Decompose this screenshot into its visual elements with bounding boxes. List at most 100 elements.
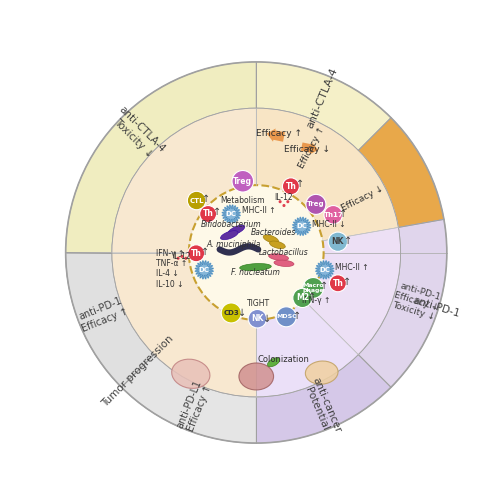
Text: Treg: Treg [307,202,324,207]
Text: Macro
phage: Macro phage [302,282,324,294]
Text: ↑: ↑ [213,208,221,218]
Text: Lactobacillus: Lactobacillus [259,248,309,257]
Text: ↑: ↑ [296,180,304,190]
Text: DC: DC [226,211,236,217]
Text: Efficacy ↑: Efficacy ↑ [256,130,302,138]
Wedge shape [66,252,154,388]
Circle shape [184,256,188,260]
Text: IL-12: IL-12 [274,194,293,202]
Text: Th: Th [202,210,213,218]
Text: MHC-II ↑: MHC-II ↑ [335,262,369,272]
Text: anti-PD-L1
Efficacy ↑: anti-PD-L1 Efficacy ↑ [174,378,214,434]
Text: ↓: ↓ [238,308,246,318]
Wedge shape [256,354,391,443]
Polygon shape [292,218,310,236]
Circle shape [189,185,324,320]
Text: Tumor progression: Tumor progression [100,334,176,409]
Circle shape [330,275,346,292]
Text: anti-PD-1
Efficacy ↓
Toxicity ↓: anti-PD-1 Efficacy ↓ Toxicity ↓ [390,280,443,322]
Text: anti-PD-1
Efficacy ↑: anti-PD-1 Efficacy ↑ [76,296,130,334]
Wedge shape [112,108,256,253]
Circle shape [248,310,266,328]
Text: Th: Th [286,182,296,191]
Circle shape [324,206,342,224]
Wedge shape [122,354,256,443]
Text: ↑: ↑ [339,209,347,219]
Circle shape [293,288,312,308]
Text: anti-cancer
Potential: anti-cancer Potential [300,376,344,438]
Polygon shape [316,261,334,279]
Text: TIGHT: TIGHT [246,299,270,308]
Text: Metabolism: Metabolism [220,196,265,204]
Wedge shape [112,252,256,397]
Circle shape [328,232,347,252]
Text: ↑: ↑ [293,312,301,322]
Ellipse shape [239,363,274,390]
Text: Bifidobacterium: Bifidobacterium [201,220,262,230]
Polygon shape [222,205,240,223]
Text: ↓: ↓ [263,314,271,324]
Wedge shape [112,252,256,397]
FancyArrow shape [267,128,285,141]
Text: Efficacy ↓: Efficacy ↓ [284,145,330,154]
Ellipse shape [263,235,278,243]
Text: F. nucleatum: F. nucleatum [231,268,280,278]
Polygon shape [196,261,213,279]
Circle shape [200,206,216,222]
Text: ↑: ↑ [343,277,351,287]
Text: Th17: Th17 [324,212,343,218]
Text: Treg: Treg [234,177,252,186]
Wedge shape [66,62,256,252]
Ellipse shape [268,254,288,260]
Text: anti-CTLA-4
Toxicity ↓: anti-CTLA-4 Toxicity ↓ [108,104,166,163]
Circle shape [188,192,206,210]
Ellipse shape [240,264,271,270]
Wedge shape [358,220,447,388]
Text: Efficacy ↓: Efficacy ↓ [340,184,385,213]
Circle shape [306,194,326,214]
Text: MHC-II ↑: MHC-II ↑ [242,206,276,216]
Text: CTL: CTL [190,198,204,203]
Ellipse shape [220,230,238,239]
Circle shape [282,178,300,194]
Text: ↑: ↑ [344,236,352,246]
Text: anti-CTLA-4: anti-CTLA-4 [304,66,339,130]
Text: Bacteroides: Bacteroides [251,228,296,237]
Ellipse shape [306,361,338,384]
Text: IFN-γ ↑
TNF-α ↑
IL-4 ↓
IL-10 ↓: IFN-γ ↑ TNF-α ↑ IL-4 ↓ IL-10 ↓ [156,248,188,289]
Text: CD3: CD3 [224,310,239,316]
Circle shape [286,200,290,203]
Text: Efficacy ↑: Efficacy ↑ [298,124,327,170]
Wedge shape [304,228,400,354]
Wedge shape [256,108,398,241]
Circle shape [303,278,324,298]
Text: M2: M2 [296,294,309,302]
Text: NK: NK [332,237,344,246]
Text: Th: Th [191,249,202,258]
Wedge shape [256,300,358,397]
Circle shape [180,255,184,258]
Ellipse shape [270,241,285,248]
Circle shape [276,307,296,327]
Ellipse shape [274,260,294,266]
Text: ↑: ↑ [202,246,209,256]
Text: DC: DC [296,224,307,230]
Text: ↑: ↑ [202,194,210,203]
Text: ↑: ↑ [308,292,316,302]
Circle shape [176,256,180,260]
FancyArrow shape [301,142,318,154]
Text: MHC-II ↓: MHC-II ↓ [312,220,346,228]
Text: anti-PD-1: anti-PD-1 [412,295,461,319]
Text: MDSC: MDSC [276,314,296,320]
Wedge shape [358,118,444,228]
Ellipse shape [268,358,280,366]
Text: DC: DC [320,267,330,273]
Circle shape [232,170,254,192]
Ellipse shape [172,359,210,388]
Text: DC: DC [199,267,209,273]
Wedge shape [66,252,256,443]
Circle shape [221,303,241,323]
Text: IL-12: IL-12 [172,252,192,261]
Text: NK: NK [251,314,264,323]
Text: IFN-γ ↑: IFN-γ ↑ [302,296,330,305]
